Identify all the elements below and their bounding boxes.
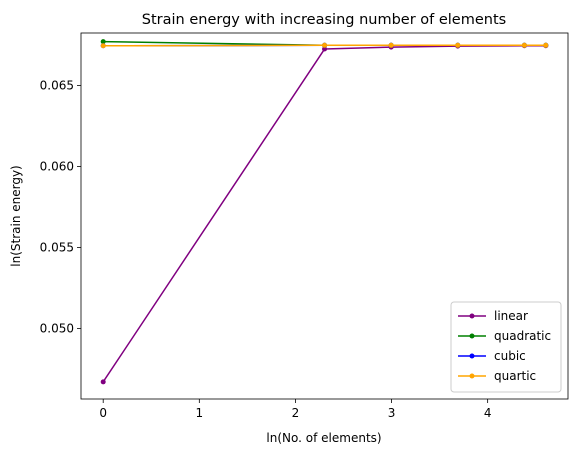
legend: linear quadratic cubic quartic — [450, 301, 562, 393]
x-tick-label: 0 — [99, 406, 107, 420]
legend-label: quartic — [494, 369, 536, 383]
x-tick-label: 2 — [292, 406, 300, 420]
data-point-linear — [100, 379, 106, 385]
data-point-linear — [322, 46, 328, 52]
legend-item-quartic: quartic — [458, 369, 536, 383]
y-axis-label: ln(Strain energy) — [9, 165, 23, 266]
y-tick-label: 0.060 — [40, 159, 74, 173]
legend-swatch-marker — [469, 313, 475, 319]
x-tick-label: 1 — [195, 406, 203, 420]
y-tick-label: 0.055 — [40, 240, 74, 254]
data-point-quadratic — [100, 39, 106, 45]
legend-label: quadratic — [494, 329, 551, 343]
axes-layer: 0 1 2 3 4 0.050 0.055 0.060 0.065 — [40, 78, 492, 420]
legend-swatch-marker — [469, 353, 475, 359]
y-tick-label: 0.065 — [40, 78, 74, 92]
data-point-quartic — [521, 42, 527, 48]
data-point-quartic — [100, 43, 106, 49]
legend-swatch-marker — [469, 373, 475, 379]
data-point-quartic — [388, 42, 394, 48]
legend-box — [450, 301, 562, 393]
legend-swatch-marker — [469, 333, 475, 339]
legend-item-cubic: cubic — [458, 349, 526, 363]
chart-title: Strain energy with increasing number of … — [142, 12, 506, 28]
x-tick-label: 3 — [388, 406, 396, 420]
data-point-quartic — [322, 42, 328, 48]
y-tick-label: 0.050 — [40, 321, 74, 335]
x-tick-label: 4 — [484, 406, 492, 420]
legend-item-linear: linear — [458, 309, 528, 323]
plot-frame — [80, 32, 569, 400]
x-axis-label: ln(No. of elements) — [266, 431, 381, 445]
data-point-quartic — [455, 42, 461, 48]
series-layer — [100, 39, 549, 385]
data-point-quartic — [543, 42, 549, 48]
legend-label: cubic — [494, 349, 526, 363]
series-quartic — [100, 42, 549, 49]
legend-item-quadratic: quadratic — [458, 329, 551, 343]
legend-label: linear — [494, 309, 528, 323]
